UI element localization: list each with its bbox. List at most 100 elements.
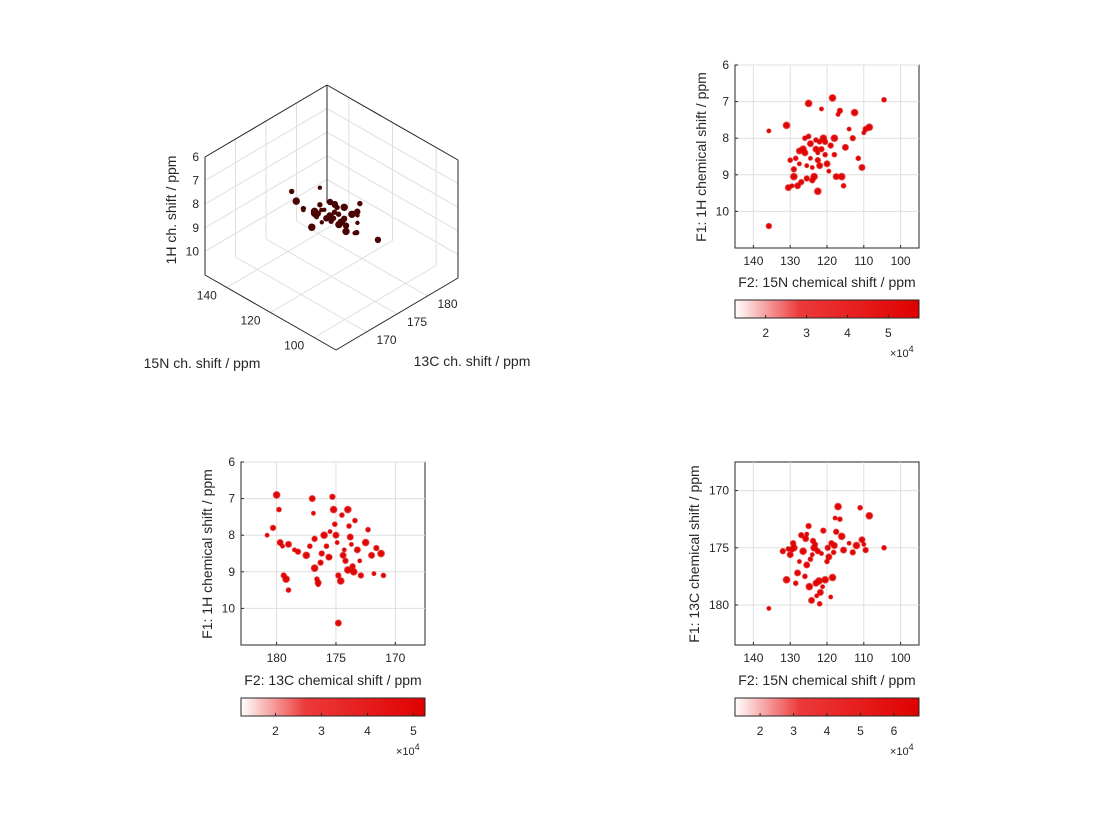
peak-point	[865, 511, 874, 520]
peak-point	[814, 156, 822, 164]
colorbar-tick-label: 2	[757, 724, 764, 738]
y-tick-label: 7	[228, 492, 235, 506]
peak-point-3d	[335, 211, 342, 217]
peak-point	[284, 540, 293, 548]
peak-point	[805, 582, 814, 591]
peak-point	[849, 549, 857, 556]
peak-point	[331, 521, 338, 528]
peak-point	[807, 155, 814, 161]
peak-point	[804, 531, 810, 537]
peak-point	[310, 510, 317, 516]
axis-label-13c-3d: 13C ch. shift / ppm	[414, 353, 531, 369]
peak-point-3d	[342, 222, 350, 229]
peak-point-3d	[308, 223, 316, 231]
peak-point	[279, 543, 286, 549]
peak-point	[352, 517, 358, 524]
peak-point	[341, 547, 347, 553]
colorbar-tick-label: 2	[762, 326, 769, 340]
peak-point-3d	[317, 185, 323, 190]
colorbar-exponent-13c-1h: ×104	[396, 742, 420, 758]
peak-point-3d	[355, 220, 360, 226]
peak-point	[789, 543, 798, 552]
colorbar-tick-label: 5	[410, 724, 417, 738]
peak-point	[803, 561, 811, 569]
y-tick-label: 10	[222, 601, 236, 615]
peak-point	[320, 531, 329, 540]
peak-point	[819, 584, 826, 590]
peak-point	[332, 531, 340, 539]
x-tick-label: 140	[743, 254, 763, 268]
peak-point	[285, 587, 292, 594]
peak-point-3d	[322, 207, 327, 213]
y-tick-label: 7	[722, 95, 729, 109]
z-tick-label: 9	[192, 221, 199, 235]
peak-point	[317, 559, 324, 566]
peak-point	[821, 138, 829, 146]
plot-3d-box	[204, 84, 459, 351]
peak-point	[830, 134, 839, 143]
peak-point	[272, 490, 281, 499]
peak-point	[830, 549, 837, 556]
colorbar-tick-label: 4	[844, 326, 851, 340]
peak-point	[837, 172, 846, 181]
peak-point	[841, 143, 850, 152]
peak-point	[823, 160, 831, 168]
peak-point	[799, 547, 808, 556]
peak-point	[269, 524, 277, 532]
peak-point	[334, 619, 342, 627]
colorbar-tick-label: 4	[364, 724, 371, 738]
peak-point	[824, 544, 832, 552]
colorbar-exponent-15n-1h: ×104	[890, 344, 914, 360]
peak-point-3d	[357, 200, 363, 207]
y-tick-label: 10	[716, 204, 730, 218]
peak-point	[802, 534, 810, 543]
peak-point	[809, 552, 815, 558]
peak-point	[329, 493, 336, 501]
peak-point	[818, 550, 825, 557]
peak-point	[818, 145, 825, 153]
peak-point	[782, 575, 791, 584]
y-tick-label: 9	[228, 565, 235, 579]
peak-point	[346, 533, 354, 541]
x-tick-label: 100	[891, 254, 911, 268]
peak-point	[348, 541, 354, 547]
peak-point	[276, 506, 282, 513]
colorbar-15n-1h	[734, 299, 920, 319]
y-tick-label: 6	[722, 58, 729, 72]
peak-point	[338, 512, 345, 519]
colorbar-tick-label: 3	[318, 724, 325, 738]
peak-point	[803, 175, 811, 182]
peak-point	[343, 505, 352, 514]
n-tick-label: 140	[197, 289, 217, 303]
peak-point-3d	[317, 202, 323, 208]
plot-15n-13c-peaks	[766, 502, 887, 612]
peak-point	[311, 535, 318, 543]
peak-point	[821, 575, 830, 584]
colorbar-exponent-15n-13c: ×104	[890, 742, 914, 758]
peak-point	[327, 554, 333, 560]
plot-13c-1h-peaks	[264, 490, 387, 627]
plot-15n-13c-grid	[735, 462, 919, 645]
axis-label-1h-3d: 1H ch. shift / ppm	[163, 156, 179, 265]
peak-point	[810, 172, 819, 181]
y-tick-label: 180	[709, 598, 729, 612]
colorbar-15n-1h-ticks: 2 3 4 5	[762, 315, 892, 340]
peak-point	[862, 546, 869, 554]
c-tick-label: 175	[407, 315, 427, 329]
axis-label-x-13c: F2: 13C chemical shift / ppm	[244, 672, 421, 688]
peak-point-3d	[335, 220, 343, 229]
peak-point	[801, 573, 808, 580]
colorbar-13c-1h	[240, 697, 426, 717]
peak-point	[837, 532, 846, 541]
peak-point-3d	[328, 218, 334, 224]
peak-point	[820, 527, 827, 534]
grid-line-c-floor	[265, 238, 398, 315]
y-tick-label: 170	[709, 484, 729, 498]
z-tick-label: 7	[192, 174, 199, 188]
peak-point	[357, 572, 365, 579]
y-tick-label: 8	[722, 131, 729, 145]
peak-point-3d	[326, 198, 334, 206]
peak-point	[834, 502, 843, 511]
peak-point	[818, 106, 825, 112]
plot-15n-1h-ticks: 140 130 120 110 100 6 7 8 9 10	[716, 58, 911, 268]
